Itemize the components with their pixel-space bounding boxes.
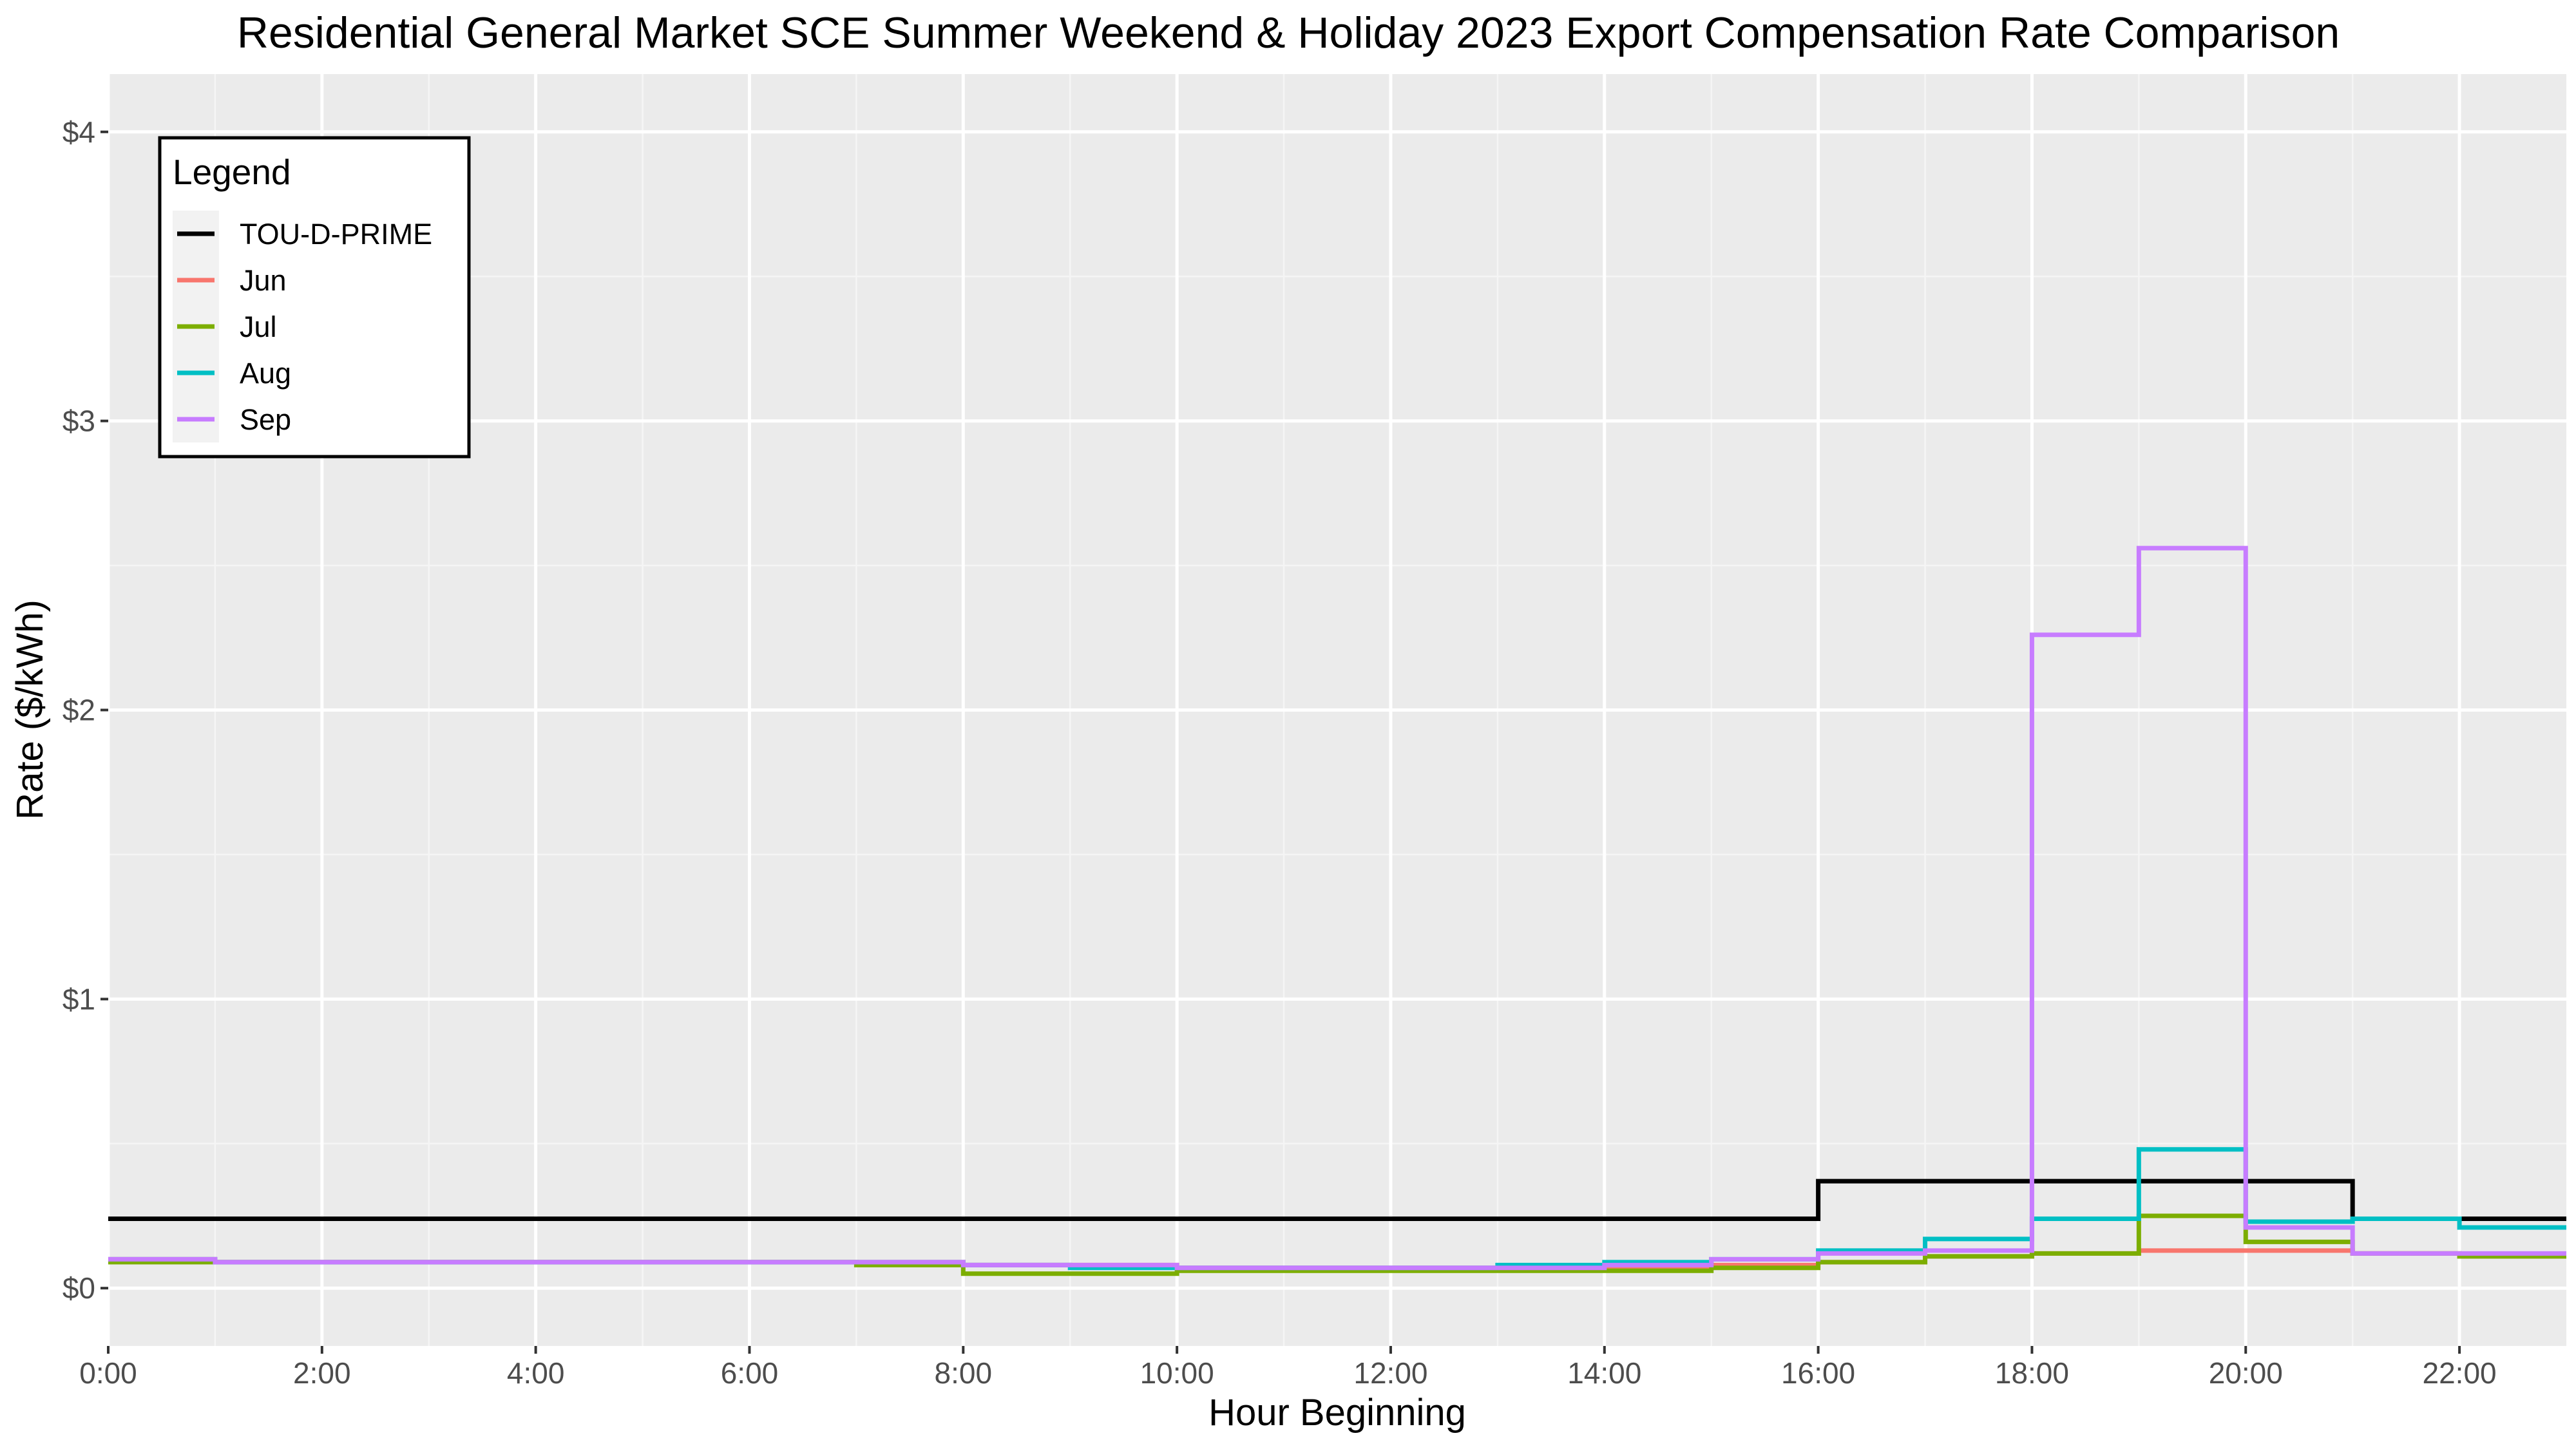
axis-ticks: 0:00 2:00 4:00 6:00 8:00 10:00 12:00 14:00 16:00… <box>62 115 2497 1390</box>
x-tick-label: 8:00 <box>935 1356 993 1390</box>
y-tick-label: $3 <box>62 404 95 438</box>
legend-label: Jun <box>240 264 287 297</box>
series-line-sep <box>108 545 2566 1271</box>
legend: Legend TOU-D-PRIME Jun Jul Aug Sep <box>158 136 471 459</box>
x-tick-label: 16:00 <box>1781 1356 1855 1390</box>
y-tick-label: $4 <box>62 115 95 149</box>
series-lines <box>108 545 2566 1276</box>
x-tick-label: 18:00 <box>1995 1356 2069 1390</box>
legend-title: Legend <box>173 152 291 192</box>
y-tick-label: $1 <box>62 982 95 1016</box>
y-tick-label: $2 <box>62 694 95 727</box>
legend-items: TOU-D-PRIME Jun Jul Aug Sep <box>173 211 432 442</box>
x-tick-label: 22:00 <box>2423 1356 2497 1390</box>
x-tick-label: 2:00 <box>293 1356 351 1390</box>
x-axis-title: Hour Beginning <box>1208 1392 1466 1434</box>
legend-label: TOU-D-PRIME <box>240 218 432 251</box>
series-line-tou-d-prime <box>108 1179 2566 1221</box>
x-tick-label: 10:00 <box>1140 1356 1214 1390</box>
x-tick-label: 6:00 <box>721 1356 779 1390</box>
legend-label: Sep <box>240 403 291 436</box>
chart-title: Residential General Market SCE Summer We… <box>237 8 2340 57</box>
legend-label: Jul <box>240 310 277 343</box>
x-tick-label: 0:00 <box>79 1356 137 1390</box>
y-axis-title: Rate ($/kWh) <box>9 600 51 820</box>
x-tick-label: 20:00 <box>2209 1356 2283 1390</box>
x-tick-label: 4:00 <box>507 1356 565 1390</box>
legend-label: Aug <box>240 357 291 390</box>
y-tick-label: $0 <box>62 1271 95 1305</box>
x-tick-label: 12:00 <box>1353 1356 1427 1390</box>
x-tick-label: 14:00 <box>1567 1356 1641 1390</box>
